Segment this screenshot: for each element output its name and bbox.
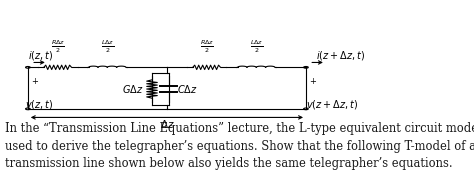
Text: $v(z, t)$: $v(z, t)$ bbox=[25, 98, 53, 111]
Text: $C\Delta z$: $C\Delta z$ bbox=[177, 83, 198, 95]
Text: $G\Delta z$: $G\Delta z$ bbox=[122, 83, 144, 95]
Text: $v(z + \Delta z, t)$: $v(z + \Delta z, t)$ bbox=[306, 98, 358, 111]
Text: $\frac{L\Delta z}{2}$: $\frac{L\Delta z}{2}$ bbox=[100, 38, 114, 55]
Text: $+$: $+$ bbox=[31, 76, 39, 86]
Text: $i(z, t)$: $i(z, t)$ bbox=[28, 49, 53, 62]
Text: In the “Transmission Line Equations” lecture, the L-type equivalent circuit mode: In the “Transmission Line Equations” lec… bbox=[5, 122, 474, 170]
Text: $\frac{R\Delta z}{2}$: $\frac{R\Delta z}{2}$ bbox=[51, 38, 65, 55]
Text: $\frac{L\Delta z}{2}$: $\frac{L\Delta z}{2}$ bbox=[250, 38, 263, 55]
Text: $i(z + \Delta z, t)$: $i(z + \Delta z, t)$ bbox=[316, 49, 365, 62]
Text: $\frac{R\Delta z}{2}$: $\frac{R\Delta z}{2}$ bbox=[200, 38, 214, 55]
Text: $\Delta z$: $\Delta z$ bbox=[160, 118, 174, 130]
Text: $+$: $+$ bbox=[309, 76, 317, 86]
